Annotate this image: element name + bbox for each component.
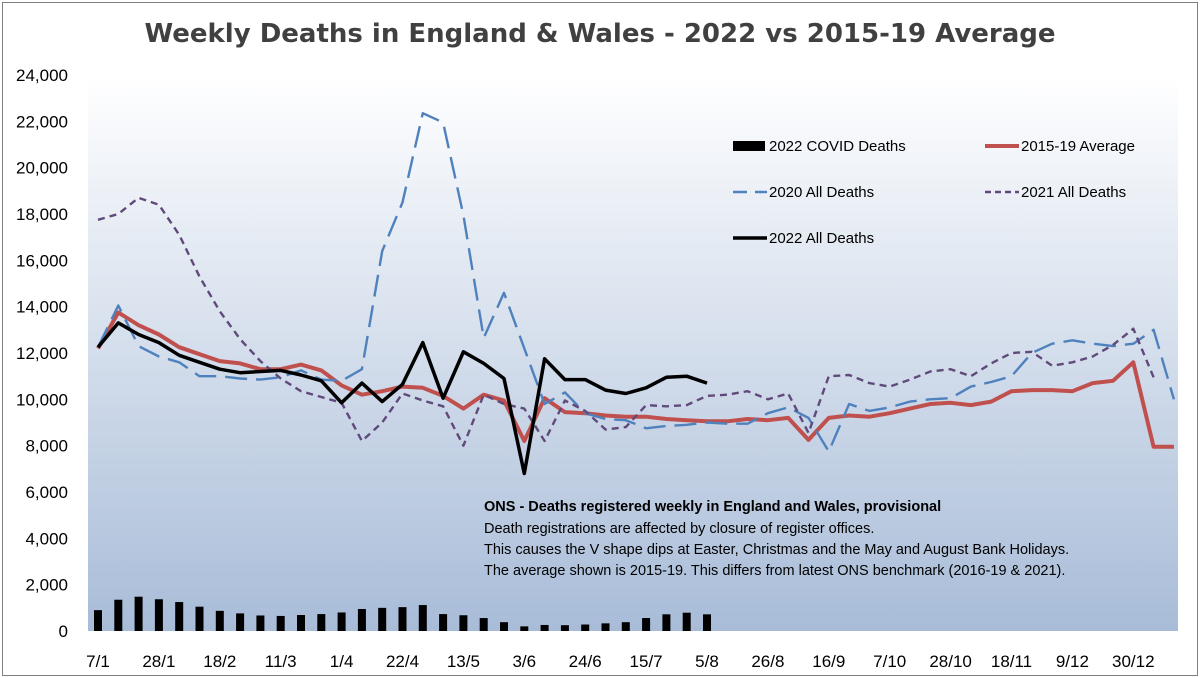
covid-bar (540, 624, 549, 631)
x-tick-label: 22/4 (386, 652, 419, 671)
covid-bar (500, 622, 508, 631)
y-tick-label: 2,000 (25, 576, 68, 595)
covid-bar (703, 614, 711, 631)
covid-bar (560, 625, 569, 631)
y-tick-label: 8,000 (25, 437, 68, 456)
annotation-heading: ONS - Deaths registered weekly in Englan… (484, 499, 941, 515)
legend-label: 2022 COVID Deaths (769, 138, 906, 155)
covid-bar (459, 615, 468, 631)
covid-bar (378, 607, 387, 631)
x-tick-label: 13/5 (447, 652, 480, 671)
x-tick-label: 9/12 (1056, 652, 1089, 671)
x-tick-label: 18/11 (991, 652, 1032, 671)
y-tick-label: 18,000 (16, 205, 68, 224)
annotation-line: Death registrations are affected by clos… (484, 521, 874, 537)
x-tick-label: 18/2 (203, 652, 236, 671)
x-tick-label: 11/3 (265, 652, 297, 671)
y-axis: 0 2,000 4,000 6,000 8,000 10,000 12,000 14,000 1… (16, 66, 68, 641)
covid-bar (357, 608, 366, 631)
plot-area (88, 75, 1178, 631)
covid-bar (195, 606, 204, 631)
series-line-2022-all-deaths (96, 321, 708, 476)
x-tick-label: 3/6 (512, 652, 536, 671)
covid-bar (297, 615, 305, 631)
x-tick-label: 7/10 (873, 652, 906, 671)
y-tick-label: 12,000 (16, 344, 68, 363)
covid-bar (114, 599, 123, 631)
y-tick-label: 0 (59, 622, 68, 641)
covid-bar (581, 624, 590, 631)
series-lines (96, 111, 1176, 476)
covid-bar (276, 615, 285, 631)
covid-bar (439, 614, 448, 631)
x-tick-label: 28/1 (142, 652, 175, 671)
x-tick-label: 28/10 (929, 652, 972, 671)
y-tick-label: 22,000 (16, 112, 68, 131)
y-tick-label: 20,000 (16, 159, 68, 178)
legend-swatch (733, 141, 765, 151)
x-tick-label: 5/8 (695, 652, 719, 671)
x-tick-label: 30/12 (1112, 652, 1155, 671)
legend-label: 2020 All Deaths (769, 184, 874, 201)
y-tick-label: 24,000 (16, 66, 68, 85)
annotation-line: This causes the V shape dips at Easter, … (484, 542, 1069, 558)
y-tick-label: 6,000 (25, 483, 68, 502)
covid-bar (601, 623, 610, 631)
covid-bar (682, 612, 691, 631)
covid-bar (662, 614, 671, 631)
covid-bar (175, 602, 184, 631)
x-tick-label: 7/1 (86, 652, 110, 671)
x-tick-label: 16/9 (812, 652, 845, 671)
covid-bars (94, 596, 711, 631)
legend-label: 2022 All Deaths (769, 230, 874, 247)
covid-bar (520, 626, 529, 631)
x-axis: 7/1 28/1 18/2 11/3 1/4 22/4 13/5 3/6 24/6 15/7 5/8… (86, 652, 1154, 671)
series-line-2020-all-deaths (96, 111, 1176, 453)
legend-label: 2021 All Deaths (1021, 184, 1126, 201)
covid-bar (94, 610, 102, 631)
covid-bar (398, 607, 407, 631)
covid-bar (154, 599, 163, 631)
covid-bar (134, 596, 143, 631)
chart-title: Weekly Deaths in England & Wales - 2022 … (144, 19, 1055, 49)
y-tick-label: 4,000 (25, 529, 68, 548)
covid-bar (215, 610, 224, 631)
annotation: ONS - Deaths registered weekly in Englan… (484, 499, 1069, 579)
covid-bar (337, 612, 346, 631)
x-tick-label: 15/7 (630, 652, 663, 671)
x-tick-label: 1/4 (330, 652, 354, 671)
legend-label: 2015-19 Average (1021, 138, 1135, 155)
series-line-2021-all-deaths (97, 196, 1155, 447)
y-tick-label: 16,000 (16, 251, 68, 270)
legend: 2022 COVID Deaths 2015-19 Average 2020 All… (733, 138, 1135, 247)
covid-bar (256, 615, 265, 631)
covid-bar (621, 622, 630, 631)
covid-bar (317, 614, 326, 631)
covid-bar (642, 618, 651, 631)
covid-bar (479, 618, 488, 631)
y-tick-label: 14,000 (16, 298, 68, 317)
annotation-line: The average shown is 2015-19. This diffe… (484, 563, 1065, 579)
covid-bar (418, 605, 427, 631)
x-tick-label: 26/8 (751, 652, 784, 671)
y-tick-label: 10,000 (16, 390, 68, 409)
covid-bar (236, 613, 245, 631)
x-tick-label: 24/6 (569, 652, 602, 671)
